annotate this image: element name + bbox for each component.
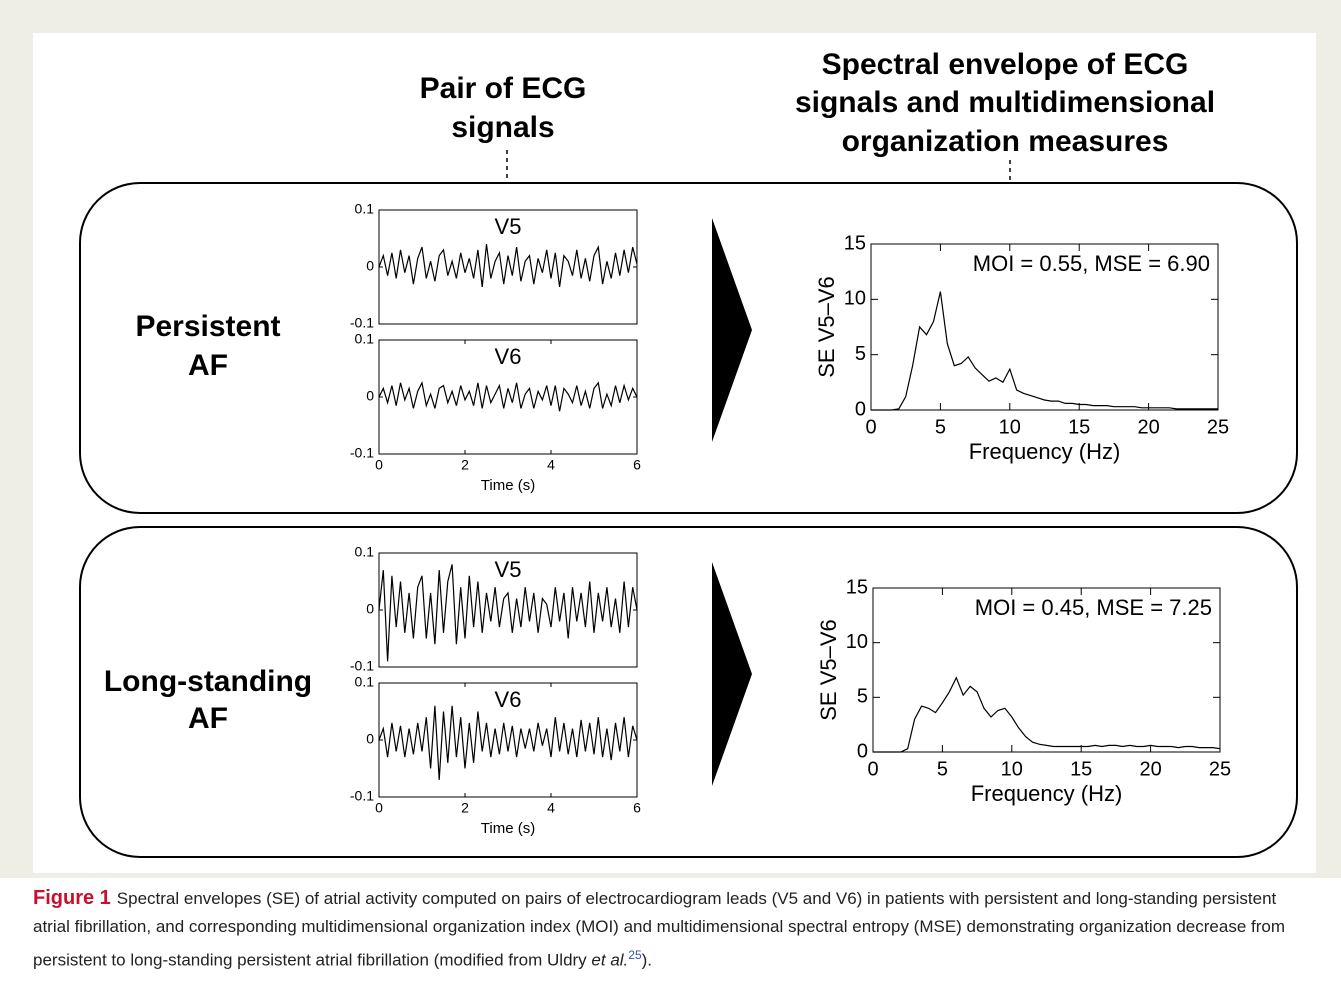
header-right: organization measures bbox=[842, 125, 1169, 158]
x-tick-label: 0 bbox=[375, 457, 383, 473]
y-tick-label: 10 bbox=[846, 631, 868, 653]
y-tick-label: 0 bbox=[366, 258, 374, 274]
y-tick-label: -0.1 bbox=[350, 788, 374, 804]
x-tick-label: 15 bbox=[1068, 416, 1090, 438]
arrow bbox=[712, 218, 752, 442]
caption-ref: 25 bbox=[628, 948, 642, 962]
header-right: signals and multidimensional bbox=[795, 86, 1215, 119]
x-axis-label: Time (s) bbox=[481, 820, 535, 837]
row-label: AF bbox=[188, 349, 228, 382]
y-tick-label: 10 bbox=[844, 288, 866, 310]
x-tick-label: 0 bbox=[867, 758, 878, 780]
x-tick-label: 15 bbox=[1070, 758, 1092, 780]
data-line bbox=[378, 244, 638, 287]
x-tick-label: 0 bbox=[375, 800, 383, 816]
x-tick-label: 5 bbox=[937, 758, 948, 780]
x-tick-label: 2 bbox=[461, 457, 469, 473]
x-tick-label: 0 bbox=[865, 416, 876, 438]
caption-text: Spectral envelopes (SE) of atrial activi… bbox=[33, 889, 1285, 970]
figure-panel bbox=[33, 33, 1316, 873]
x-tick-label: 2 bbox=[461, 800, 469, 816]
y-tick-label: 0.1 bbox=[355, 331, 375, 347]
x-tick-label: 5 bbox=[935, 416, 946, 438]
header-right: Spectral envelope of ECG bbox=[822, 48, 1189, 81]
caption-label: Figure 1 bbox=[33, 887, 111, 909]
y-tick-label: 0 bbox=[366, 731, 374, 747]
y-tick-label: 0 bbox=[857, 740, 868, 762]
data-line bbox=[378, 705, 638, 780]
data-line bbox=[873, 676, 1221, 753]
row-label: Persistent bbox=[135, 310, 280, 343]
arrow bbox=[712, 562, 752, 786]
x-tick-label: 20 bbox=[1137, 416, 1159, 438]
x-axis-label: Time (s) bbox=[481, 477, 535, 494]
x-tick-label: 25 bbox=[1207, 416, 1229, 438]
y-tick-label: -0.1 bbox=[350, 658, 374, 674]
header-left: signals bbox=[451, 111, 554, 144]
x-tick-label: 20 bbox=[1139, 758, 1161, 780]
y-tick-label: 0 bbox=[366, 601, 374, 617]
annotation: MOI = 0.45, MSE = 7.25 bbox=[975, 595, 1212, 620]
row-label: AF bbox=[188, 702, 228, 735]
panel-label: V5 bbox=[495, 214, 522, 239]
panel-label: V6 bbox=[495, 344, 522, 369]
row-label: Long-standing bbox=[104, 665, 312, 698]
y-tick-label: 0.1 bbox=[355, 201, 375, 217]
y-tick-label: 0 bbox=[366, 388, 374, 404]
y-tick-label: 15 bbox=[844, 232, 866, 254]
y-tick-label: -0.1 bbox=[350, 315, 374, 331]
y-tick-label: 0 bbox=[855, 398, 866, 420]
panel-label: V6 bbox=[495, 687, 522, 712]
data-line bbox=[378, 564, 638, 662]
axes-box bbox=[872, 587, 1221, 753]
caption-italic: et al. bbox=[591, 950, 629, 970]
x-tick-label: 10 bbox=[999, 416, 1021, 438]
data-line bbox=[871, 291, 1218, 411]
x-tick-label: 6 bbox=[633, 800, 641, 816]
figure: Pair of ECG signals Spectral envelope of… bbox=[0, 0, 1341, 878]
x-tick-label: 6 bbox=[633, 457, 641, 473]
caption-text: ). bbox=[641, 950, 653, 970]
x-tick-label: 4 bbox=[547, 800, 555, 816]
y-tick-label: -0.1 bbox=[350, 445, 374, 461]
x-axis-label: Frequency (Hz) bbox=[969, 439, 1121, 464]
y-tick-label: 5 bbox=[857, 686, 868, 708]
x-tick-label: 10 bbox=[1001, 758, 1023, 780]
annotation: MOI = 0.55, MSE = 6.90 bbox=[973, 251, 1210, 276]
y-tick-label: 0.1 bbox=[355, 674, 375, 690]
axes-box bbox=[870, 243, 1219, 411]
caption: Figure 1 Spectral envelopes (SE) of atria… bbox=[33, 884, 1316, 975]
row-box bbox=[79, 526, 1298, 858]
y-tick-label: 15 bbox=[846, 576, 868, 598]
y-axis-label: SE V5–V6 bbox=[814, 276, 839, 378]
y-tick-label: 5 bbox=[855, 343, 866, 365]
y-axis-label: SE V5–V6 bbox=[816, 619, 841, 721]
panel-label: V5 bbox=[495, 557, 522, 582]
row-box bbox=[79, 182, 1298, 514]
data-line bbox=[378, 380, 638, 412]
x-tick-label: 25 bbox=[1209, 758, 1231, 780]
header-left: Pair of ECG bbox=[420, 72, 587, 105]
y-tick-label: 0.1 bbox=[355, 544, 375, 560]
x-axis-label: Frequency (Hz) bbox=[971, 781, 1123, 806]
x-tick-label: 4 bbox=[547, 457, 555, 473]
